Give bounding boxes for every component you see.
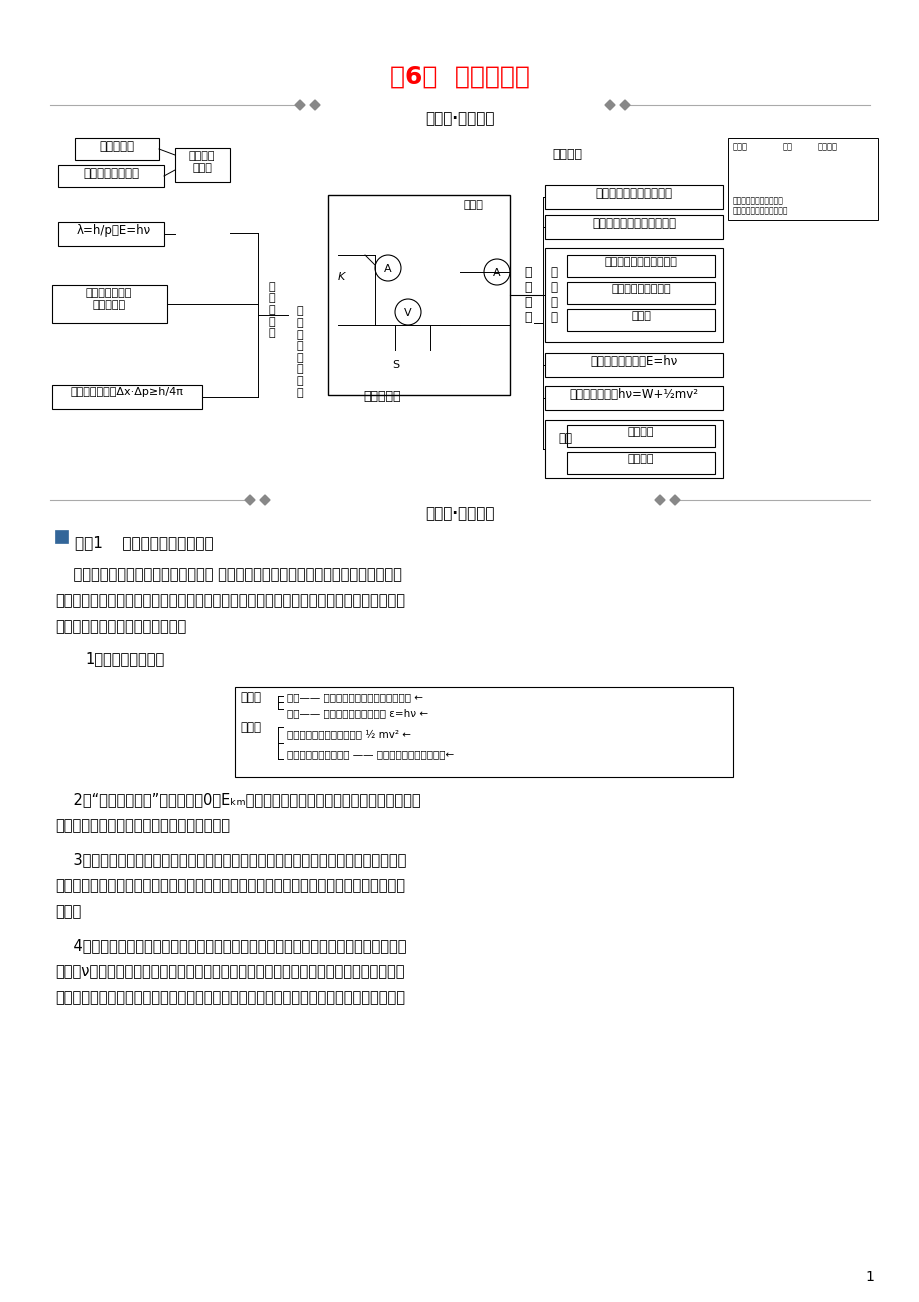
Text: 关系，准确把握它们的内在联系。: 关系，准确把握它们的内在联系。	[55, 618, 186, 634]
Text: 主题1    光电效应规律及其应用: 主题1 光电效应规律及其应用	[75, 535, 213, 549]
Text: 光电子逸出后的最大初动能 ½ mv² ←: 光电子逸出后的最大初动能 ½ mv² ←	[287, 729, 411, 740]
Text: A: A	[493, 268, 500, 279]
Text: 光频率ν不变时，光强正比于单位时间内照到金属表面单位面积上的光子数，但若入射光频: 光频率ν不变时，光强正比于单位时间内照到金属表面单位面积上的光子数，但若入射光频	[55, 963, 404, 979]
Text: 光电成像: 光电成像	[627, 454, 653, 464]
Polygon shape	[244, 495, 255, 505]
Text: 紫外线灯: 紫外线灯	[817, 142, 837, 151]
FancyBboxPatch shape	[55, 530, 68, 543]
Text: 光的波粒
二象性: 光的波粒 二象性	[188, 151, 215, 173]
Text: 有最大初动能，且随入射光频率增大而增大。: 有最大初动能，且随入射光频率增大而增大。	[55, 818, 230, 833]
Text: 实
验
规
律: 实 验 规 律	[550, 266, 557, 324]
Text: 光电效应方程：hν=W+½mv²: 光电效应方程：hν=W+½mv²	[569, 388, 698, 401]
Text: 现象：光现象转化电现象: 现象：光现象转化电现象	[595, 187, 672, 201]
Polygon shape	[310, 100, 320, 109]
Text: λ=h/p，E=hν: λ=h/p，E=hν	[77, 224, 151, 237]
Text: 1．决定关系及联系: 1．决定关系及联系	[85, 651, 165, 667]
Polygon shape	[295, 100, 305, 109]
Text: K: K	[337, 272, 345, 283]
Text: 4．入射光强度指的是单位时间内入射到金属表面单位面积上的光子的总能量，在入射: 4．入射光强度指的是单位时间内入射到金属表面单位面积上的光子的总能量，在入射	[55, 937, 406, 953]
Text: 不确定性关系：Δx·Δp≥h/4π: 不确定性关系：Δx·Δp≥h/4π	[71, 387, 183, 397]
Polygon shape	[654, 495, 664, 505]
Text: 每秒钟逸出的光电子数 —— 决定着饱和光电流的强弱←: 每秒钟逸出的光电子数 —— 决定着饱和光电流的强弱←	[287, 749, 454, 759]
Text: 光具有波粒二象性: 光具有波粒二象性	[83, 167, 139, 180]
Text: 本质：电子吸收光子光电子: 本质：电子吸收光子光电子	[591, 217, 675, 230]
Text: 提升层·题型探究: 提升层·题型探究	[425, 506, 494, 521]
Text: 波粒二象性: 波粒二象性	[363, 391, 401, 404]
Text: 光子说：光子能量E=hν: 光子说：光子能量E=hν	[590, 355, 677, 368]
Polygon shape	[605, 100, 614, 109]
Text: 1: 1	[865, 1269, 873, 1284]
Polygon shape	[619, 100, 630, 109]
Text: 效应。: 效应。	[55, 904, 81, 919]
Text: 光电子: 光电子	[240, 721, 261, 734]
Polygon shape	[260, 495, 269, 505]
Text: 收一个光子的能量，只有当电子吸收的能量足够克服原子核的引力而逸出时，才能产生光电: 收一个光子的能量，只有当电子吸收的能量足够克服原子核的引力而逸出时，才能产生光电	[55, 878, 404, 893]
Text: 德
布
罗
意
波: 德 布 罗 意 波	[268, 281, 275, 339]
Text: S: S	[392, 359, 399, 370]
Text: 2．“光电子的动能”可以是介于0～Eₖₘ的任意值，只有从金属表面逸出的光电子才具: 2．“光电子的动能”可以是介于0～Eₖₘ的任意值，只有从金属表面逸出的光电子才具	[55, 792, 420, 807]
Text: 入射光: 入射光	[463, 201, 483, 210]
Text: 瞬时性: 瞬时性	[630, 311, 651, 322]
Text: 强度—— 决定着每秒钟光源发射的光子数 ←: 强度—— 决定着每秒钟光源发射的光子数 ←	[287, 691, 423, 702]
Text: 应方程进行计算。求解光电效应问题的关键在于掌握光电效应规律，明确各概念之间的决定: 应方程进行计算。求解光电效应问题的关键在于掌握光电效应规律，明确各概念之间的决定	[55, 592, 404, 608]
Text: 巹固层·知识整合: 巹固层·知识整合	[425, 111, 494, 126]
Text: 频率—— 决定着每个光子的能量 ε=hν ←: 频率—— 决定着每个光子的能量 ε=hν ←	[287, 708, 427, 717]
Text: 有关光电效应的问题主要有两个方面 一是关于光电效应现象的判断，二是运用光电效: 有关光电效应的问题主要有两个方面 一是关于光电效应现象的判断，二是运用光电效	[55, 566, 402, 582]
Text: 瘔6章  波粒二象性: 瘔6章 波粒二象性	[390, 65, 529, 89]
Text: 任何金属都存在极限频率: 任何金属都存在极限频率	[604, 256, 676, 267]
Text: 照射光: 照射光	[240, 691, 261, 704]
Polygon shape	[669, 495, 679, 505]
Text: 光
电
效
应: 光 电 效 应	[524, 266, 531, 324]
Text: 锱板: 锱板	[782, 142, 792, 151]
Text: 光电开关: 光电开关	[627, 427, 653, 437]
Text: A: A	[384, 264, 391, 273]
Text: 验电器: 验电器	[732, 142, 747, 151]
Text: 光是概率波: 光是概率波	[99, 141, 134, 154]
Text: 应用: 应用	[558, 432, 572, 445]
Text: 粒
子
的
波
粒
二
象
性: 粒 子 的 波 粒 二 象 性	[296, 306, 303, 397]
Text: 率不同，即使光强相同，单位时间内照到金属表面单位面积上的光子数也不相同，因而从金: 率不同，即使光强相同，单位时间内照到金属表面单位面积上的光子数也不相同，因而从金	[55, 990, 404, 1005]
Text: 光电效应: 光电效应	[551, 148, 582, 161]
Text: 3．光电效应是单个光子和单个电子之间的相互作用产生的，金属中的某个电子只能吸: 3．光电效应是单个光子和单个电子之间的相互作用产生的，金属中的某个电子只能吸	[55, 852, 406, 867]
Text: V: V	[403, 309, 412, 318]
Text: 紫外线照射锱板后，验电
器的箔片张开说明了什么？: 紫外线照射锱板后，验电 器的箔片张开说明了什么？	[732, 197, 788, 215]
Text: 实验探索：电子
的衍射实验: 实验探索：电子 的衍射实验	[85, 288, 132, 310]
Text: 光子数目正比于光强: 光子数目正比于光强	[610, 284, 670, 294]
